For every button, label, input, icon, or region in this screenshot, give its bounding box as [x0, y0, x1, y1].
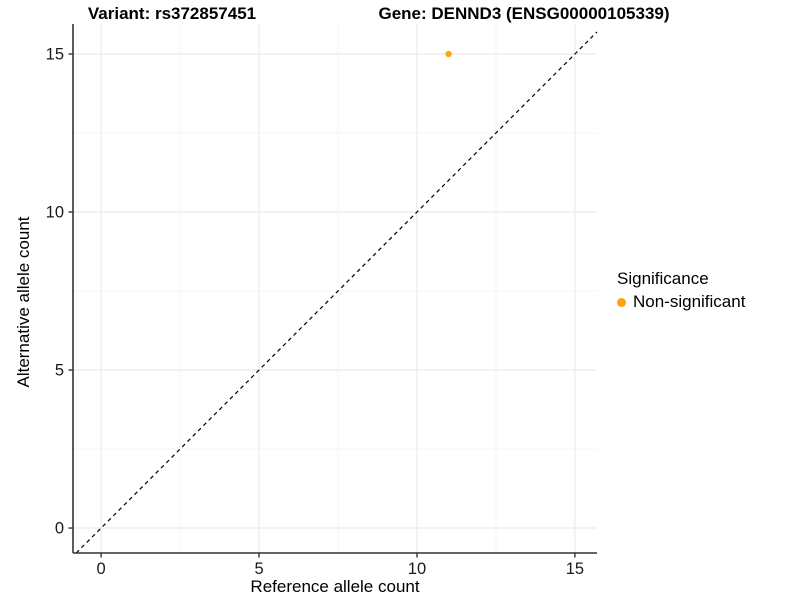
svg-text:5: 5	[254, 560, 263, 578]
svg-text:0: 0	[97, 560, 106, 578]
legend-point-icon	[617, 297, 626, 307]
legend-title: Significance	[617, 269, 709, 288]
x-axis-label: Reference allele count	[250, 577, 420, 596]
legend-item: Non-significant	[617, 292, 745, 312]
legend: Significance Non-significant	[617, 268, 745, 312]
plot-title-variant: Variant: rs372857451	[87, 4, 257, 23]
legend-item-label: Non-significant	[633, 292, 746, 311]
plot-title-gene: Gene: DENND3 (ENSG00000105339)	[378, 4, 670, 23]
svg-text:5: 5	[55, 362, 64, 380]
svg-text:15: 15	[46, 46, 64, 64]
svg-text:0: 0	[55, 520, 64, 538]
svg-text:15: 15	[566, 560, 584, 578]
svg-text:10: 10	[408, 560, 426, 578]
y-axis-label: Alternative allele count	[14, 216, 33, 388]
svg-text:10: 10	[46, 204, 64, 222]
